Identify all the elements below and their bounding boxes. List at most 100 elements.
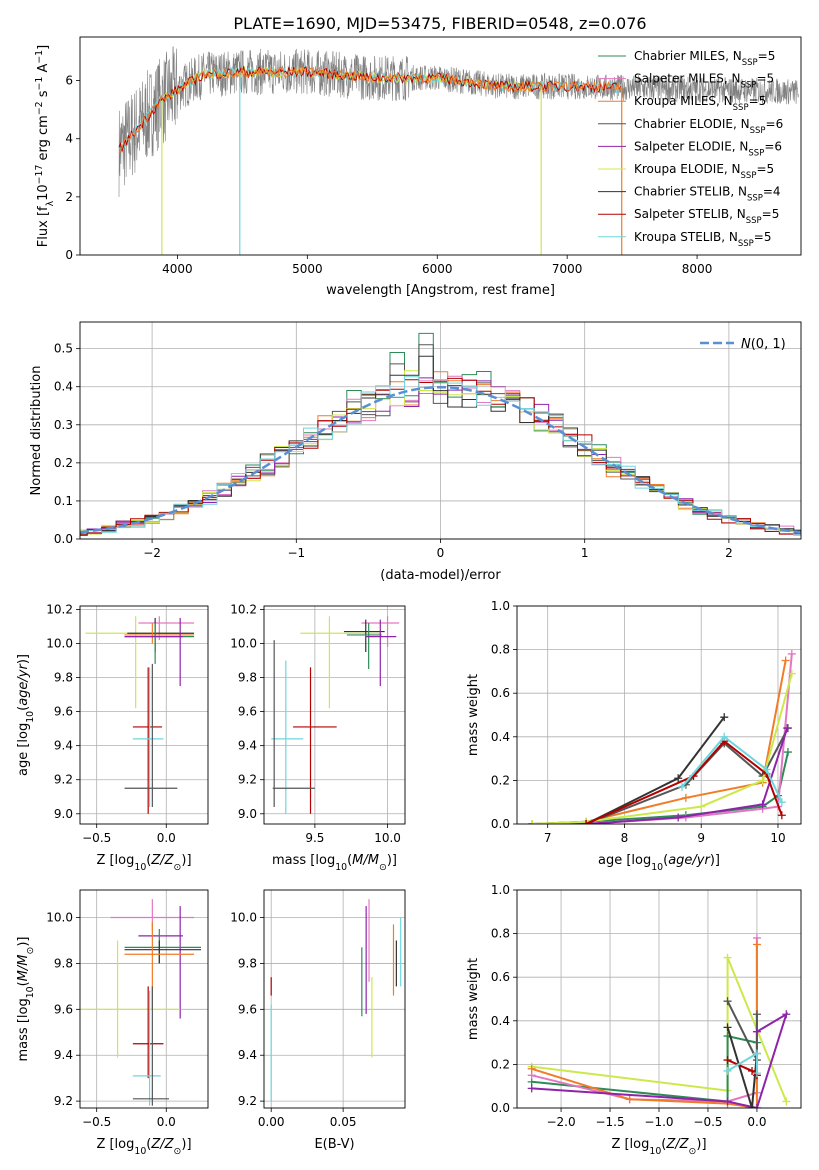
label-part: )] <box>181 1137 191 1152</box>
label-part: age [log <box>16 723 31 776</box>
y-tick-label: 0.0 <box>491 817 510 831</box>
weight-marker <box>625 1095 634 1104</box>
x-tick-label: 8000 <box>682 262 713 276</box>
x-tick-label: 5000 <box>292 262 323 276</box>
label-part: 10 <box>335 862 347 873</box>
y-tick-label: 9.0 <box>54 807 73 821</box>
residuals-plot-area <box>80 332 801 536</box>
age_vs_mass-plot-area <box>271 616 400 814</box>
weight-marker <box>674 774 683 783</box>
mass_vs_ebv-plot-area <box>270 899 402 1102</box>
label-part: ⊙ <box>379 862 387 873</box>
weight-marker <box>748 1066 757 1075</box>
weight-marker <box>723 953 732 962</box>
label-part: −2 <box>34 101 45 115</box>
weight-series-line <box>532 653 793 824</box>
legend-entry: Chabrier MILES, NSSP=5 <box>634 49 775 68</box>
weight-marker <box>723 997 732 1006</box>
residuals-panel: −2 −1 0 1 2 0.0 0.1 0.2 0.3 0.4 0.5 (data-model)/er… <box>29 321 802 583</box>
legend-text: Salpeter MILES, N <box>634 72 741 86</box>
legend-text: Kroupa MILES, N <box>634 94 733 108</box>
weight-marker <box>783 748 792 757</box>
weight-series-line <box>532 660 787 824</box>
weight-marker <box>781 656 790 665</box>
label-part: A <box>36 64 51 77</box>
x-tick-label: 7000 <box>552 262 583 276</box>
spectrum-panel: 4000 5000 6000 7000 8000 0 2 4 6 wavelength [Angs… <box>34 36 802 298</box>
label-part: 10 <box>134 1146 146 1157</box>
y-tick-label: 10.0 <box>230 911 257 925</box>
y-tick-label: 9.6 <box>238 1002 257 1016</box>
label-part: M/M <box>16 955 31 982</box>
label-part: 10 <box>134 862 146 873</box>
weight-marker <box>720 732 729 741</box>
x-axis-label: Z [log10(Z/Z⊙)] <box>611 1137 706 1157</box>
label-part: ( <box>663 853 668 868</box>
weight-marker <box>528 820 537 824</box>
label-part: )] <box>696 1137 706 1152</box>
x-axis-label: E(B-V) <box>314 1137 354 1152</box>
x-axis-label: wavelength [Angstrom, rest frame] <box>326 283 555 298</box>
y-tick-label: 0.6 <box>491 686 510 700</box>
legend-text: (0, 1) <box>751 337 786 352</box>
label-part: 10 <box>25 986 36 998</box>
weight-marker <box>752 1049 761 1058</box>
y-axis-label: mass weight <box>466 958 481 1040</box>
observed-spectrum <box>118 46 799 197</box>
legend-entry: Chabrier ELODIE, NSSP=6 <box>634 117 783 136</box>
x-tick-label: −0.5 <box>693 1115 722 1129</box>
weight-marker <box>723 1097 732 1106</box>
axes-frame <box>516 889 802 1109</box>
axes-frame <box>79 605 209 825</box>
label-part: age/yr <box>16 662 31 705</box>
x-tick-label: 0.0 <box>157 831 176 845</box>
spectrum-plot-area <box>118 46 799 255</box>
x-tick-label: −0.5 <box>82 1115 111 1129</box>
legend-entry: Salpeter STELIB, NSSP=5 <box>634 207 779 226</box>
y-tick-label: 0.4 <box>491 730 510 744</box>
legend-suffix: =4 <box>763 185 781 199</box>
x-tick-label: 8 <box>621 831 629 845</box>
weight-marker <box>752 1069 761 1078</box>
legend-text: Salpeter STELIB, N <box>634 207 746 221</box>
residual-histogram <box>80 355 801 536</box>
y-tick-label: 9.0 <box>238 807 257 821</box>
weight-marker <box>681 793 690 802</box>
weight-marker <box>758 776 767 785</box>
label-part: )] <box>387 853 397 868</box>
weight-series-line <box>726 1000 758 1061</box>
x-tick-label: 0.00 <box>258 1115 285 1129</box>
weight-marker <box>777 798 786 807</box>
weight-marker <box>752 1010 761 1019</box>
x-axis-label: (data-model)/error <box>380 568 501 583</box>
y-tick-label: 0.8 <box>491 927 510 941</box>
label-part: mass [log <box>272 853 335 868</box>
weight-marker <box>582 820 591 824</box>
y-tick-label: 4 <box>65 132 73 146</box>
weight-marker <box>787 669 796 678</box>
y-tick-label: 9.4 <box>238 739 257 753</box>
weight-marker <box>782 1097 791 1106</box>
y-tick-label: 10.0 <box>46 636 73 650</box>
weight-marker <box>527 1064 536 1073</box>
y-tick-label: 9.6 <box>54 1002 73 1016</box>
label-part: Z [log <box>96 1137 134 1152</box>
label-part: erg cm <box>36 115 51 164</box>
gaussian-model-curve <box>80 385 801 534</box>
y-tick-label: 9.2 <box>54 773 73 787</box>
weight-marker <box>787 649 796 658</box>
age_vs_Z-plot-area <box>85 616 195 814</box>
weight-marker <box>723 1023 732 1032</box>
residual-histogram <box>80 376 801 536</box>
legend-text: Chabrier STELIB, N <box>634 185 747 199</box>
label-part: ( <box>16 706 31 711</box>
y-tick-label: 0.5 <box>54 342 73 356</box>
label-part: 10 <box>25 711 36 723</box>
y-tick-label: 9.4 <box>54 1048 73 1062</box>
legend-entry: Salpeter MILES, NSSP=5 <box>634 72 774 91</box>
weight-marker <box>697 802 706 811</box>
label-part: Z [log <box>96 853 134 868</box>
x-tick-label: 10.0 <box>374 831 401 845</box>
